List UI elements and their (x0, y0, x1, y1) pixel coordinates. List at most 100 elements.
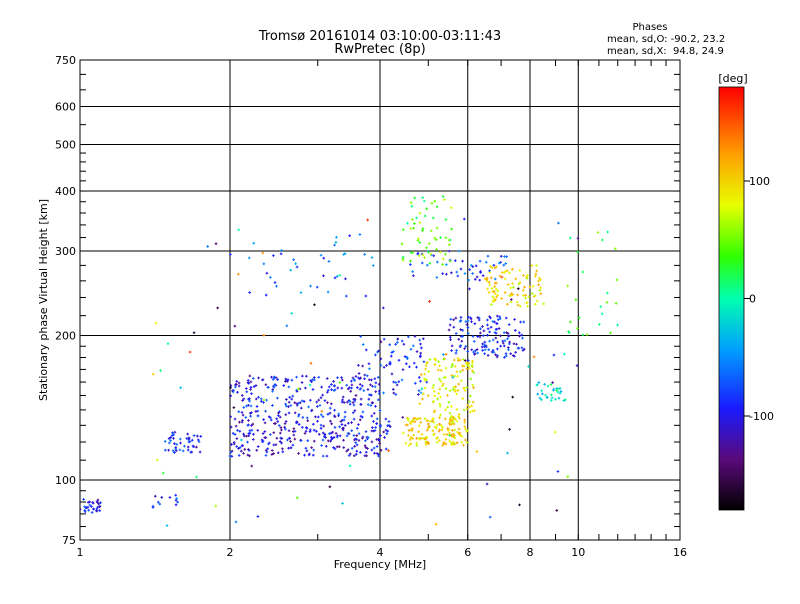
data-point (427, 442, 430, 445)
data-point (396, 341, 399, 344)
data-point (192, 331, 196, 335)
data-point (471, 265, 475, 268)
data-point (504, 352, 508, 355)
data-point (359, 451, 362, 454)
data-point (490, 266, 494, 270)
data-point (335, 274, 339, 278)
data-point (379, 448, 383, 452)
data-point (495, 322, 499, 325)
data-point (507, 323, 511, 326)
data-point (457, 427, 461, 431)
data-point (431, 386, 435, 390)
data-point (197, 438, 200, 442)
data-point (359, 414, 363, 418)
data-point (461, 328, 464, 332)
data-point (470, 364, 474, 368)
data-point (505, 255, 508, 258)
data-point (448, 335, 452, 339)
data-point (358, 418, 362, 422)
data-point (332, 446, 335, 449)
data-point (424, 367, 427, 371)
data-point (188, 440, 192, 444)
data-point (311, 378, 315, 381)
data-point (367, 362, 371, 366)
data-point (229, 451, 232, 454)
data-point (238, 429, 242, 433)
data-point (502, 331, 506, 334)
data-point (373, 377, 377, 381)
x-tick-label: 2 (227, 546, 234, 559)
data-point (293, 411, 297, 415)
data-point (320, 444, 323, 447)
legend-line-x: mean, sd,X: 94.8, 24.9 (607, 46, 724, 57)
data-point (304, 446, 308, 450)
data-point (358, 233, 362, 236)
data-point (388, 425, 392, 428)
data-point (556, 470, 560, 473)
data-point (451, 363, 454, 367)
data-point (366, 403, 370, 406)
data-point (294, 262, 297, 266)
data-point (420, 346, 423, 350)
data-point (480, 345, 484, 349)
data-point (501, 271, 504, 274)
data-point (326, 388, 330, 392)
data-point (538, 276, 541, 280)
data-point (438, 250, 442, 254)
data-point (317, 375, 321, 379)
data-point (151, 506, 155, 509)
data-point (494, 353, 497, 357)
data-point (568, 331, 571, 334)
data-point (394, 381, 398, 384)
data-point (475, 275, 479, 279)
data-point (309, 398, 312, 402)
data-point (418, 417, 422, 420)
data-point (444, 387, 448, 390)
data-point (300, 406, 303, 410)
data-point (252, 385, 256, 388)
data-point (287, 411, 291, 415)
data-point (616, 323, 619, 327)
data-point (509, 352, 513, 356)
data-point (174, 503, 178, 507)
data-point (264, 293, 268, 297)
data-point (297, 413, 301, 416)
data-point (233, 433, 237, 436)
data-point (164, 448, 167, 452)
data-point (432, 420, 436, 424)
data-point (377, 349, 380, 353)
data-point (615, 278, 619, 282)
data-point (271, 378, 275, 381)
data-point (417, 430, 420, 434)
data-point (196, 434, 199, 438)
data-point (511, 395, 514, 399)
data-point (382, 365, 386, 369)
data-point (457, 432, 461, 436)
data-point (317, 432, 321, 436)
data-point (462, 217, 466, 221)
data-point (271, 404, 274, 407)
data-point (367, 378, 371, 382)
data-point (244, 416, 248, 419)
data-point (417, 376, 421, 379)
data-point (371, 384, 374, 388)
data-point (423, 386, 427, 390)
data-point (502, 344, 506, 348)
y-tick-label: 600 (55, 101, 76, 114)
data-point (286, 438, 289, 442)
data-point (340, 423, 344, 426)
data-point (442, 433, 446, 436)
data-point (359, 397, 363, 401)
data-point (554, 397, 557, 401)
data-point (166, 342, 170, 345)
data-point (491, 320, 495, 323)
data-point (455, 408, 459, 411)
data-point (423, 379, 427, 382)
data-point (444, 438, 448, 441)
data-point (374, 353, 377, 357)
data-point (338, 273, 342, 277)
data-point (297, 452, 300, 455)
data-point (346, 448, 350, 452)
data-point (87, 509, 90, 512)
data-point (241, 399, 244, 402)
